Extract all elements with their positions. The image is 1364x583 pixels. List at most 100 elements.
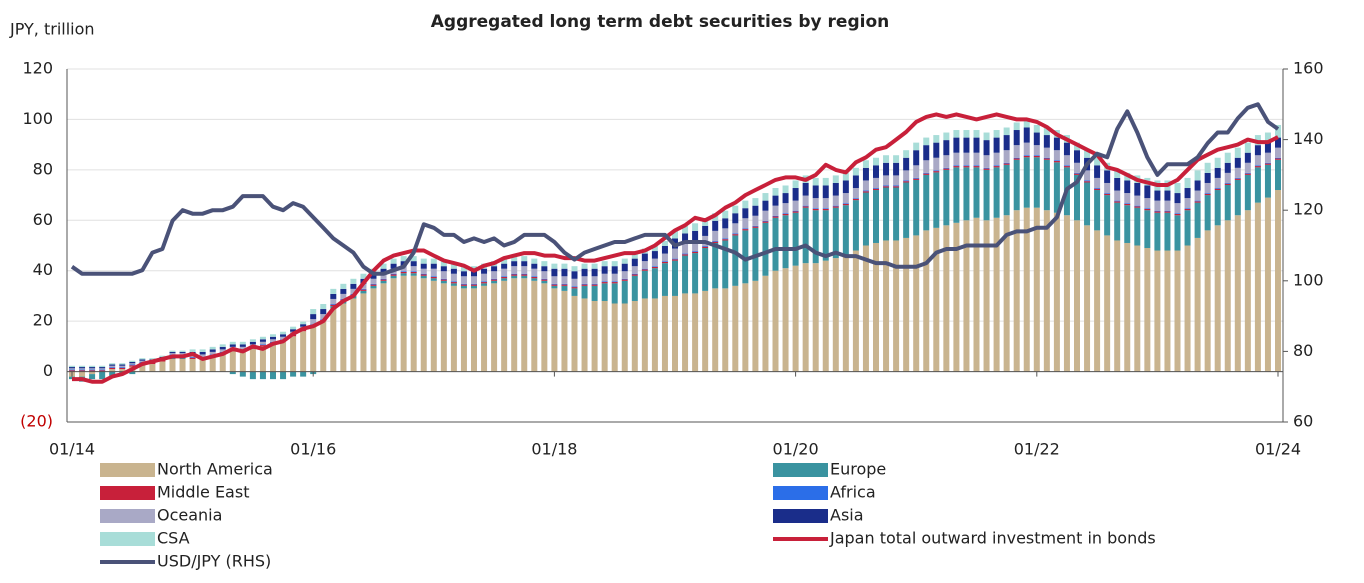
bar: [189, 349, 196, 352]
bar: [893, 162, 900, 176]
bar: [933, 157, 940, 171]
bar: [1003, 162, 1010, 164]
bar: [69, 370, 75, 372]
y2-tick-label: 60: [1293, 412, 1313, 431]
bar: [611, 266, 618, 274]
bar: [772, 205, 779, 216]
bar: [1234, 215, 1241, 372]
bar: [1013, 157, 1020, 159]
bar: [400, 273, 407, 276]
bar: [561, 276, 568, 284]
bar: [1214, 188, 1221, 191]
bar: [1194, 201, 1201, 203]
bar: [1114, 201, 1121, 203]
bar: [873, 165, 879, 178]
bar: [471, 276, 477, 284]
bar: [973, 217, 980, 372]
bar: [1254, 202, 1261, 372]
bar: [491, 279, 498, 281]
bar: [682, 225, 689, 234]
bar: [712, 240, 719, 242]
bar: [893, 155, 900, 163]
bar: [119, 369, 126, 372]
legend-swatch: [773, 463, 828, 477]
bar: [883, 185, 890, 187]
bar: [1194, 190, 1201, 201]
bar: [1114, 190, 1121, 201]
bar: [581, 268, 588, 277]
bar: [1003, 215, 1010, 372]
bar: [1244, 210, 1251, 372]
bar: [219, 346, 226, 350]
bar: [1275, 190, 1281, 372]
bar: [762, 200, 769, 211]
bar: [1023, 155, 1030, 156]
bar: [1164, 210, 1171, 212]
bar: [551, 288, 558, 372]
bar: [651, 258, 658, 267]
bar: [89, 365, 96, 368]
bar: [752, 205, 759, 216]
bar: [963, 166, 970, 168]
bar: [209, 351, 216, 355]
bar: [79, 367, 86, 369]
bar: [611, 261, 618, 267]
bar: [370, 283, 377, 285]
bar: [450, 268, 457, 274]
bar: [923, 160, 930, 173]
y2-tick-label: 120: [1293, 200, 1324, 219]
bar: [440, 278, 447, 280]
bar: [1043, 147, 1050, 158]
bar: [1124, 242, 1131, 372]
bar: [742, 230, 749, 284]
bar: [822, 208, 829, 211]
bar: [712, 241, 719, 243]
bar: [1234, 157, 1241, 168]
bar: [1033, 157, 1040, 208]
bar: [601, 261, 608, 267]
bar: [551, 263, 558, 269]
legend-swatch: [773, 509, 828, 523]
bar: [852, 198, 859, 201]
bar: [109, 369, 116, 372]
bar: [1144, 208, 1151, 209]
bar: [752, 225, 759, 227]
bar: [541, 279, 548, 281]
bar: [621, 303, 628, 372]
bar: [742, 200, 749, 209]
bar: [1204, 195, 1211, 231]
bar: [290, 326, 297, 330]
bar: [702, 225, 709, 236]
bar: [1084, 225, 1091, 372]
bar: [1043, 158, 1050, 160]
bar: [531, 278, 538, 281]
bar: [561, 283, 568, 285]
bar: [862, 190, 869, 192]
bar: [410, 266, 417, 272]
bar: [561, 263, 568, 269]
bar: [491, 283, 498, 372]
bar: [983, 132, 990, 141]
bar: [1013, 158, 1020, 160]
bar: [732, 233, 739, 235]
bar: [390, 258, 397, 264]
bar: [511, 278, 518, 372]
bar: [380, 279, 387, 281]
bar: [893, 185, 900, 187]
bar: [430, 268, 437, 277]
bar: [903, 181, 910, 183]
bar: [591, 285, 598, 301]
bar: [692, 230, 699, 241]
bar: [99, 368, 106, 370]
bar: [79, 370, 86, 372]
bar: [672, 248, 678, 259]
bar: [1254, 165, 1261, 167]
bar: [179, 358, 186, 372]
bar: [491, 280, 498, 284]
bar: [320, 303, 327, 310]
bar: [99, 370, 106, 372]
bar: [1204, 172, 1211, 183]
bar: [631, 253, 638, 259]
y-tick-label: 60: [33, 210, 53, 229]
bar: [420, 275, 427, 279]
